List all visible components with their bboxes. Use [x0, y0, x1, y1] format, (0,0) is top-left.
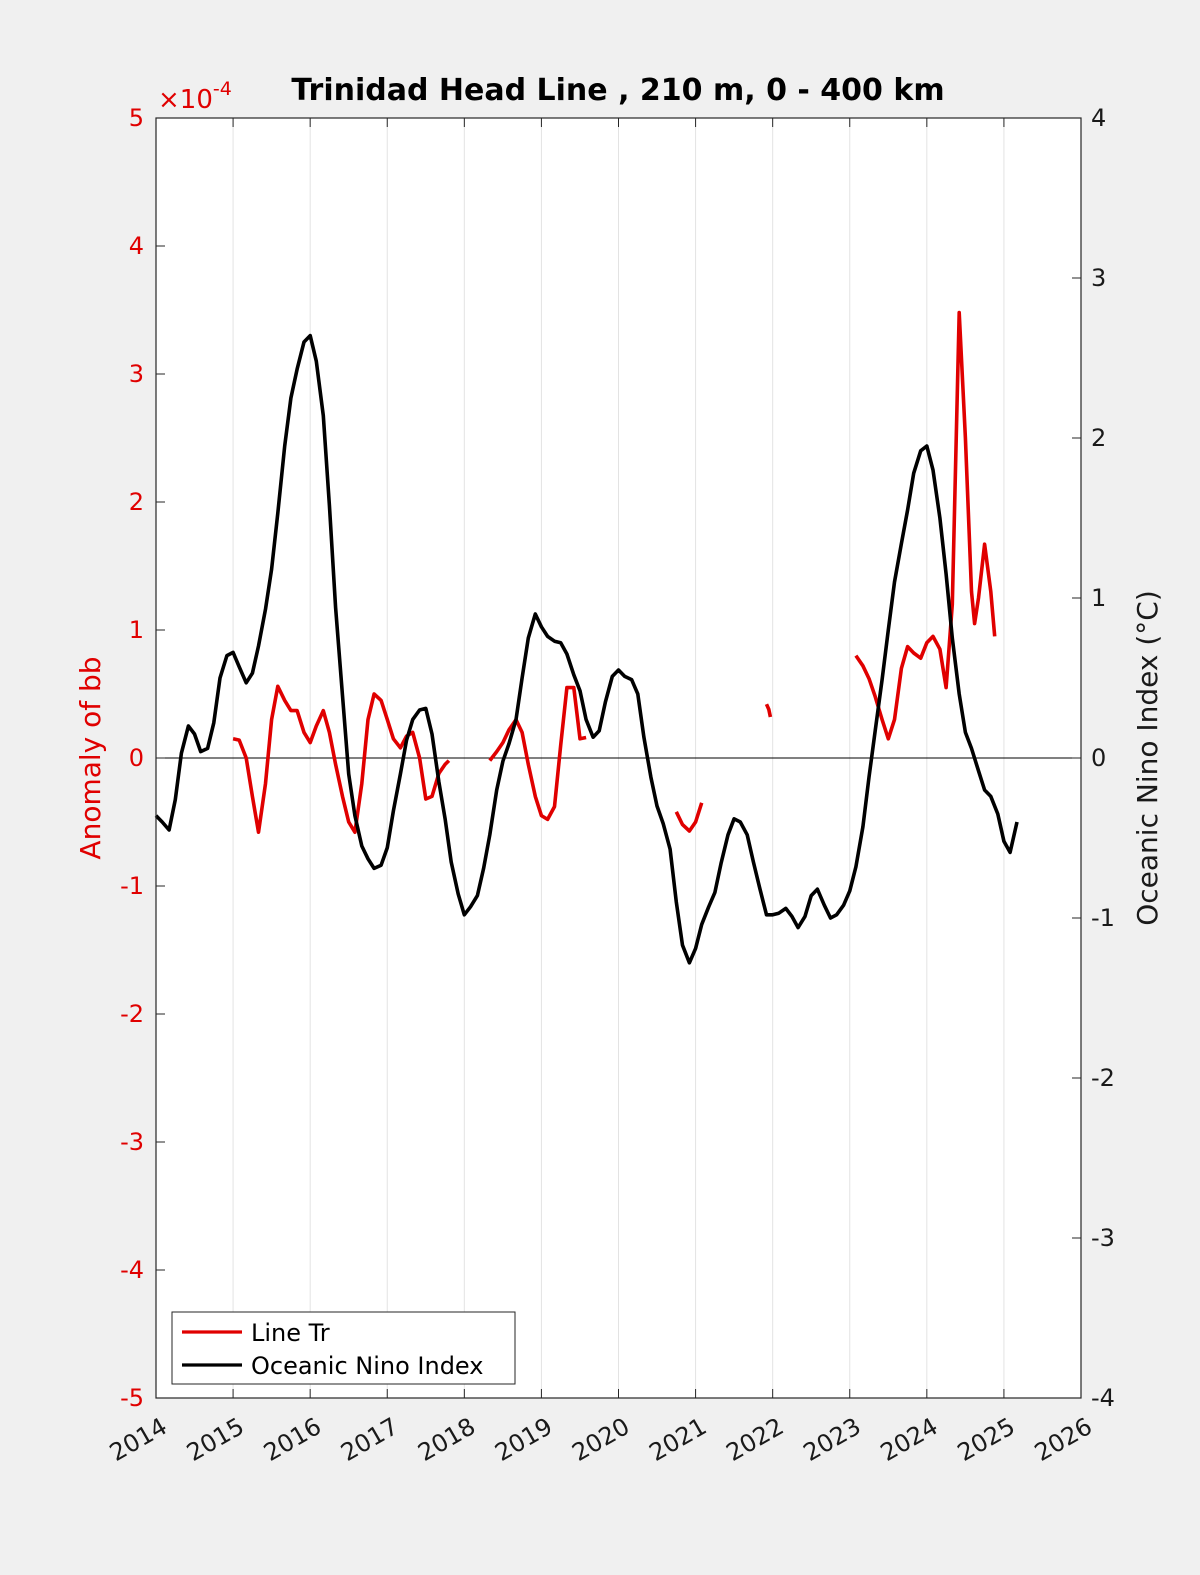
y-left-label: Anomaly of bb: [74, 656, 107, 859]
x-tick-label: 2024: [876, 1412, 943, 1467]
series-line-tr-segment-4: [854, 310, 997, 741]
y-left-tick-label: 5: [129, 104, 144, 132]
x-tick-label: 2018: [413, 1412, 480, 1467]
y-left-tick-label: -2: [120, 1000, 144, 1028]
x-tick-label: 2026: [1030, 1412, 1097, 1467]
series-oni-segment-0: [154, 333, 1019, 965]
y-right-tick-label: -2: [1091, 1064, 1115, 1092]
y-left-tick-label: -3: [120, 1128, 144, 1156]
x-tick-label: 2025: [953, 1412, 1020, 1467]
series-line-tr-segment-2: [674, 802, 704, 833]
series-line-tr-segment-3: [764, 703, 773, 718]
y-left-tick-label: -4: [120, 1256, 144, 1284]
legend-label-line-tr: Line Tr: [251, 1319, 330, 1347]
y-right-tick-label: -1: [1091, 904, 1115, 932]
x-tick-label: 2023: [799, 1412, 866, 1467]
y-left-tick-label: 0: [129, 744, 144, 772]
y-right-tick-label: -3: [1091, 1224, 1115, 1252]
y-right-label: Oceanic Nino Index (°C): [1131, 590, 1164, 926]
legend-label-oni: Oceanic Nino Index: [251, 1352, 483, 1380]
x-tick-label: 2020: [567, 1412, 634, 1467]
x-tick-label: 2014: [105, 1412, 172, 1467]
y-left-tick-label: 3: [129, 360, 144, 388]
y-right-tick-label: 3: [1091, 264, 1106, 292]
y-left-tick-label: 4: [129, 232, 144, 260]
y-right-tick-label: 1: [1091, 584, 1106, 612]
y-left-tick-label: 1: [129, 616, 144, 644]
x-tick-label: 2021: [644, 1412, 711, 1467]
y-left-tick-label: -1: [120, 872, 144, 900]
y-right-tick-label: 4: [1091, 104, 1106, 132]
x-tick-label: 2017: [336, 1412, 403, 1467]
legend-box: [171, 1311, 516, 1385]
y-left-tick-label: 2: [129, 488, 144, 516]
chart-title: Trinidad Head Line , 210 m, 0 - 400 km: [291, 73, 944, 108]
y-left-exponent: ×10-4: [158, 78, 232, 115]
series-layer: [154, 310, 1019, 965]
y-left-tick-label: -5: [120, 1384, 144, 1412]
y-right-tick-label: 0: [1091, 744, 1106, 772]
series-line-tr-segment-0: [232, 684, 451, 834]
x-tick-label: 2015: [182, 1412, 249, 1467]
x-tick-label: 2016: [259, 1412, 326, 1467]
legend: Line Tr Oceanic Nino Index: [171, 1311, 516, 1385]
x-tick-label: 2019: [490, 1412, 557, 1467]
y-right-tick-label: -4: [1091, 1384, 1115, 1412]
x-tick-label: 2022: [722, 1412, 789, 1467]
series-line-tr-segment-1: [488, 685, 587, 822]
y-right-tick-label: 2: [1091, 424, 1106, 452]
